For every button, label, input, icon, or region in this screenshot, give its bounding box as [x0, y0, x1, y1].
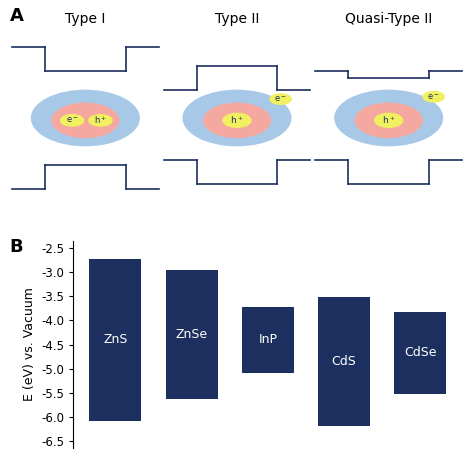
Text: InP: InP — [258, 333, 277, 346]
Ellipse shape — [222, 113, 252, 128]
Text: h$^+$: h$^+$ — [230, 115, 244, 126]
Ellipse shape — [88, 114, 113, 127]
Ellipse shape — [422, 91, 445, 103]
Text: e$^-$: e$^-$ — [428, 92, 440, 101]
Ellipse shape — [374, 113, 403, 128]
Text: h$^+$: h$^+$ — [382, 115, 395, 126]
Ellipse shape — [182, 90, 292, 146]
Ellipse shape — [31, 90, 140, 146]
Text: A: A — [9, 7, 23, 25]
Ellipse shape — [355, 102, 423, 138]
Ellipse shape — [203, 102, 271, 138]
Bar — [166, 270, 218, 399]
Ellipse shape — [51, 102, 119, 138]
Text: e$^-$: e$^-$ — [66, 116, 78, 125]
Bar — [90, 259, 141, 421]
Text: Type I: Type I — [65, 12, 106, 26]
Ellipse shape — [334, 90, 443, 146]
Text: e$^-$: e$^-$ — [274, 94, 287, 104]
Text: ZnSe: ZnSe — [175, 328, 208, 341]
Text: h$^+$: h$^+$ — [94, 115, 107, 126]
Text: CdS: CdS — [332, 355, 356, 368]
Y-axis label: E (eV) vs. Vacuum: E (eV) vs. Vacuum — [23, 287, 36, 402]
Bar — [318, 297, 370, 426]
Bar — [394, 312, 446, 394]
Text: CdSe: CdSe — [404, 346, 437, 359]
Text: ZnS: ZnS — [103, 333, 128, 346]
Ellipse shape — [269, 93, 292, 105]
Ellipse shape — [60, 114, 84, 127]
Text: Type II: Type II — [215, 12, 259, 26]
Text: Quasi-Type II: Quasi-Type II — [345, 12, 432, 26]
Bar — [242, 307, 294, 372]
Text: B: B — [9, 238, 23, 256]
